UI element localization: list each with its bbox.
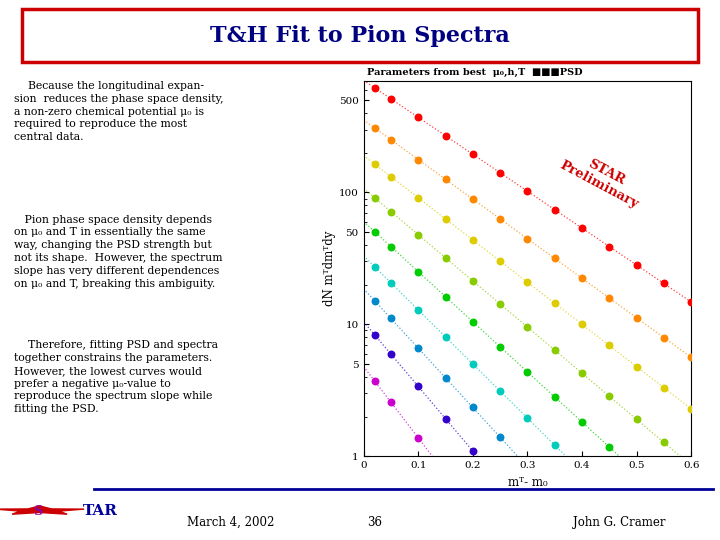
Point [413, 113, 424, 122]
Point [495, 387, 506, 395]
Point [369, 262, 380, 271]
Point [413, 382, 424, 391]
Point [495, 214, 506, 223]
Point [521, 187, 533, 195]
Point [385, 314, 397, 323]
X-axis label: mᵀ- m₀: mᵀ- m₀ [508, 476, 547, 489]
Point [495, 256, 506, 265]
Point [385, 398, 397, 407]
Point [521, 278, 533, 287]
Point [440, 292, 451, 301]
Point [369, 296, 380, 305]
Point [658, 383, 670, 392]
Point [631, 362, 642, 371]
Point [549, 254, 560, 263]
Point [440, 333, 451, 341]
Point [369, 376, 380, 385]
Point [385, 350, 397, 359]
Point [385, 207, 397, 216]
Point [440, 131, 451, 140]
Point [413, 434, 424, 442]
Point [631, 314, 642, 322]
Point [467, 235, 479, 244]
Text: Parameters from best  μ₀,h,T  ■■■PSD: Parameters from best μ₀,h,T ■■■PSD [367, 68, 582, 77]
Point [413, 267, 424, 276]
Point [495, 300, 506, 308]
Point [385, 94, 397, 103]
Point [549, 441, 560, 449]
Y-axis label: dN mᵀdmᵀdy: dN mᵀdmᵀdy [323, 231, 336, 306]
Point [385, 242, 397, 251]
Point [440, 414, 451, 423]
FancyBboxPatch shape [22, 9, 698, 62]
Point [685, 353, 697, 362]
Point [440, 374, 451, 382]
Point [603, 443, 615, 451]
Point [440, 175, 451, 184]
Point [495, 168, 506, 177]
Point [385, 172, 397, 181]
Point [369, 193, 380, 202]
Point [413, 193, 424, 202]
Point [603, 242, 615, 251]
Point [369, 330, 380, 339]
Point [549, 205, 560, 214]
Point [413, 344, 424, 353]
Point [685, 298, 697, 306]
Point [521, 323, 533, 332]
Text: John G. Cramer: John G. Cramer [573, 516, 665, 529]
Point [495, 342, 506, 351]
Text: S: S [33, 505, 42, 518]
Point [467, 403, 479, 412]
Point [521, 234, 533, 243]
Point [521, 414, 533, 422]
Point [631, 261, 642, 269]
Point [369, 83, 380, 92]
Polygon shape [0, 506, 84, 514]
Point [385, 279, 397, 287]
Point [467, 276, 479, 285]
Text: March 4, 2002: March 4, 2002 [186, 516, 274, 529]
Point [658, 333, 670, 342]
Point [467, 447, 479, 455]
Point [521, 368, 533, 376]
Text: Because the longitudinal expan-
sion  reduces the phase space density,
a non-zer: Because the longitudinal expan- sion red… [14, 81, 223, 142]
Point [576, 369, 588, 377]
Point [467, 360, 479, 368]
Point [369, 160, 380, 168]
Point [440, 214, 451, 223]
Point [603, 392, 615, 401]
Point [549, 299, 560, 308]
Point [603, 341, 615, 350]
Point [658, 279, 670, 288]
Point [685, 404, 697, 413]
Point [440, 253, 451, 262]
Point [603, 294, 615, 302]
Point [413, 231, 424, 239]
Point [576, 274, 588, 282]
Point [658, 438, 670, 447]
Text: Pion phase space density depends
on μ₀ and T in essentially the same
way, changi: Pion phase space density depends on μ₀ a… [14, 214, 222, 289]
Point [369, 124, 380, 132]
Text: TAR: TAR [83, 504, 117, 518]
Point [495, 433, 506, 442]
Point [576, 417, 588, 426]
Point [413, 306, 424, 314]
Point [549, 393, 560, 401]
Point [631, 415, 642, 424]
Text: T&H Fit to Pion Spectra: T&H Fit to Pion Spectra [210, 25, 510, 46]
Text: Therefore, fitting PSD and spectra
together constrains the parameters.
However, : Therefore, fitting PSD and spectra toget… [14, 340, 218, 414]
Point [549, 346, 560, 354]
Point [467, 318, 479, 326]
Point [467, 150, 479, 159]
Point [385, 136, 397, 144]
Point [576, 224, 588, 232]
Point [576, 320, 588, 329]
Point [369, 227, 380, 236]
Point [467, 195, 479, 204]
Text: STAR
Preliminary: STAR Preliminary [558, 146, 648, 212]
Point [413, 155, 424, 164]
Text: 36: 36 [367, 516, 382, 529]
